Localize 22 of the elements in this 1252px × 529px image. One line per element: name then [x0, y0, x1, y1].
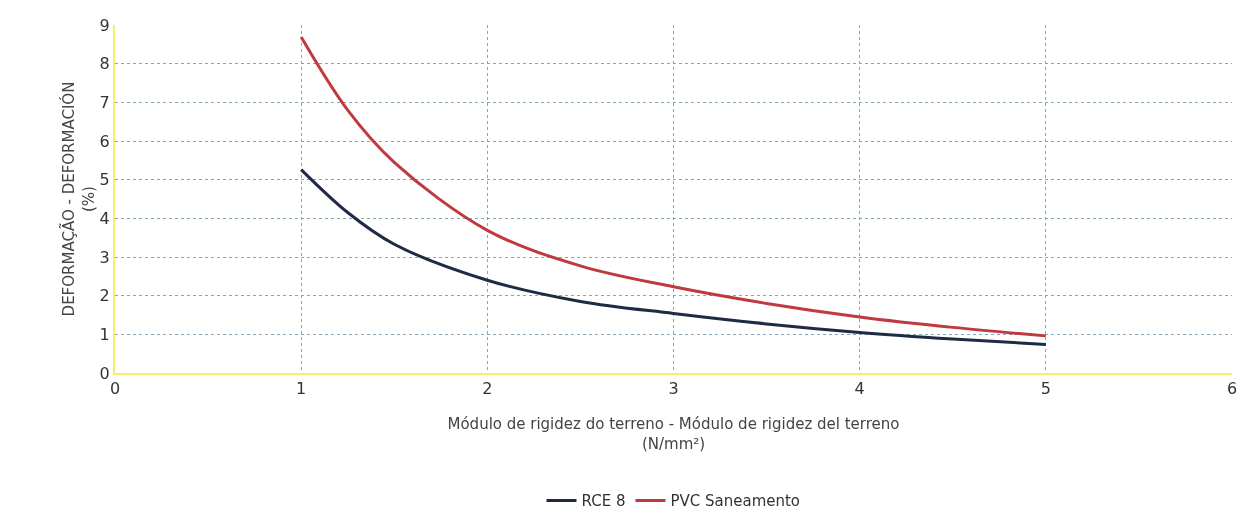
y-tick-label: 5 — [99, 170, 110, 190]
x-tick-label: 4 — [854, 379, 865, 399]
y-tick-label: 6 — [99, 131, 110, 151]
y-tick-label: 7 — [99, 92, 110, 112]
x-tick-label: 3 — [668, 379, 679, 399]
x-tick-label: 2 — [482, 379, 493, 399]
y-axis-title: DEFORMAÇÃO - DEFORMACIÓN (%) — [59, 81, 98, 317]
y-tick-label: 0 — [99, 363, 110, 383]
x-tick-label: 5 — [1040, 379, 1051, 399]
y-tick-label: 2 — [99, 286, 110, 306]
legend-label: RCE 8 — [581, 492, 626, 511]
y-tick-label: 3 — [99, 247, 110, 267]
x-axis-title: Módulo de rigidez do terreno - Módulo de rigidez del terreno (N/mm²) — [447, 415, 900, 453]
y-tick-label: 9 — [99, 15, 110, 35]
y-tick-label: 4 — [99, 208, 110, 228]
x-tick-label: 1 — [296, 379, 307, 399]
y-tick-label: 8 — [99, 54, 110, 74]
line-series — [299, 168, 1048, 346]
x-tick-label: 6 — [1226, 379, 1238, 399]
line-series — [299, 35, 1048, 338]
y-tick-label: 1 — [99, 324, 110, 344]
legend-label: PVC Saneamento — [670, 492, 801, 511]
